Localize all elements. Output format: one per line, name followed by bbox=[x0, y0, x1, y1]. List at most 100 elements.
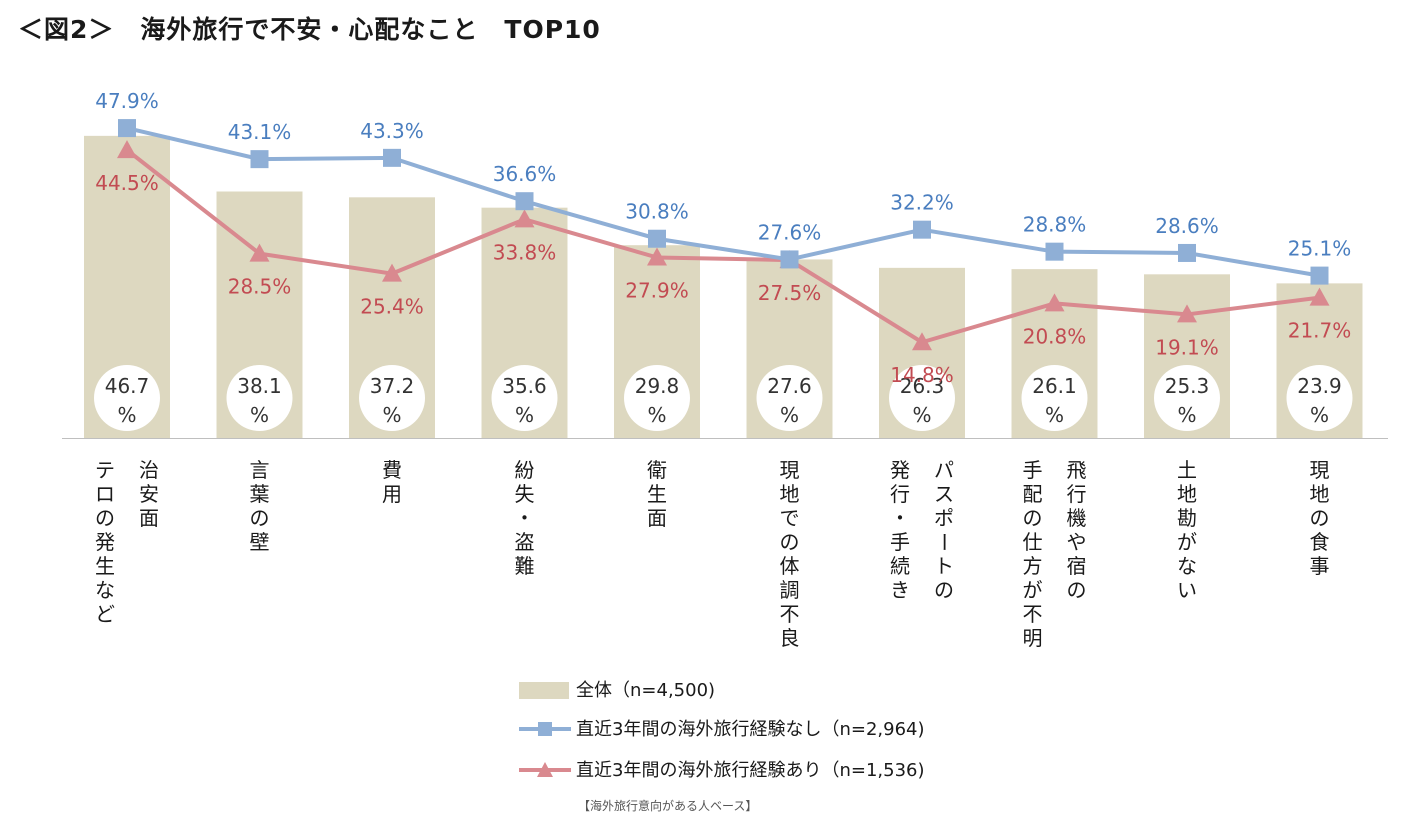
no-exp-value-label-1: 47.9% bbox=[95, 89, 159, 113]
no-exp-point-10 bbox=[1310, 266, 1329, 285]
no-exp-point-1 bbox=[118, 119, 136, 138]
no-exp-value-label-5: 30.8% bbox=[625, 200, 689, 224]
category-label-1-line-2-char-4: 発 bbox=[95, 530, 115, 554]
no-exp-value-label-8: 28.8% bbox=[1023, 213, 1087, 237]
bar-value-unit-2: % bbox=[250, 403, 269, 427]
bar-value-label-1: 46.7 bbox=[105, 374, 150, 398]
bar-value-unit-6: % bbox=[780, 403, 799, 427]
bar-value-circle-4 bbox=[491, 365, 558, 431]
legend-marker-no-exp bbox=[538, 722, 552, 736]
category-label-8-line-2-char-3: の bbox=[1023, 506, 1043, 530]
category-label-7-line-2-char-6: き bbox=[890, 578, 910, 602]
category-label-6-line-1-char-5: 体 bbox=[780, 554, 800, 578]
bar-value-label-6: 27.6 bbox=[767, 374, 812, 398]
category-label-9-line-1-char-2: 地 bbox=[1177, 482, 1197, 506]
category-label-8-line-1-char-4: や bbox=[1067, 530, 1087, 554]
exp-point-2 bbox=[249, 243, 270, 262]
exp-value-label-3: 25.4% bbox=[360, 295, 424, 319]
category-label-8-line-2-char-6: が bbox=[1023, 578, 1043, 602]
exp-value-label-5: 27.9% bbox=[625, 278, 689, 302]
category-label-1-line-1-char-3: 面 bbox=[139, 506, 159, 530]
exp-value-label-6: 27.5% bbox=[758, 281, 822, 305]
bar-value-unit-7: % bbox=[912, 403, 931, 427]
category-label-8-line-1-char-2: 行 bbox=[1067, 482, 1087, 506]
bar-value-label-5: 29.8 bbox=[635, 374, 680, 398]
category-label-7-line-1-char-6: の bbox=[934, 578, 954, 602]
exp-point-3 bbox=[382, 263, 402, 282]
bar-value-unit-10: % bbox=[1310, 403, 1329, 427]
category-label-5-line-1-char-1: 衛 bbox=[647, 458, 667, 482]
no-exp-value-label-3: 43.3% bbox=[360, 119, 424, 143]
category-label-3-line-1-char-1: 費 bbox=[382, 458, 402, 482]
category-label-1-line-1-char-1: 治 bbox=[139, 458, 159, 482]
exp-value-label-1: 44.5% bbox=[95, 171, 159, 195]
exp-point-7 bbox=[912, 332, 932, 351]
no-exp-point-4 bbox=[515, 192, 534, 211]
bar-value-label-7: 26.3 bbox=[900, 374, 945, 398]
legend-label-no-exp: 直近3年間の海外旅行経験なし（n=2,964) bbox=[576, 719, 925, 740]
point-labels-layer: 47.9% 43.1% 43.3% 36.6% 30.8% 27.6% 32.2% 28.8%… bbox=[95, 89, 1351, 387]
category-label-2-line-1-char-3: の bbox=[250, 506, 270, 530]
category-label-6-line-1-char-7: 不 bbox=[780, 602, 800, 626]
no-exp-point-3 bbox=[383, 148, 401, 167]
chart-title: ＜図2＞ 海外旅行で不安・心配なこと TOP10 bbox=[18, 15, 601, 44]
no-exp-point-6 bbox=[780, 250, 799, 269]
bar-value-unit-5: % bbox=[647, 403, 666, 427]
category-label-9-line-1-char-4: が bbox=[1177, 530, 1197, 554]
exp-point-9 bbox=[1177, 304, 1197, 323]
category-label-4-line-1-char-1: 紛 bbox=[515, 458, 535, 482]
category-label-7-line-1-char-5: ト bbox=[934, 554, 954, 578]
bar-value-unit-9: % bbox=[1177, 403, 1196, 427]
category-label-1-line-1-char-2: 安 bbox=[139, 482, 159, 506]
category-label-6-line-1-char-2: 地 bbox=[780, 482, 800, 506]
category-label-8-line-2-char-8: 明 bbox=[1023, 626, 1043, 650]
bar-value-circle-7 bbox=[889, 365, 955, 431]
bar-value-circle-6 bbox=[756, 365, 823, 431]
bar-value-circle-1 bbox=[94, 365, 160, 431]
no-exp-value-label-10: 25.1% bbox=[1288, 237, 1352, 261]
category-label-8-line-2-char-5: 方 bbox=[1023, 554, 1043, 578]
category-label-10-line-1-char-2: 地 bbox=[1310, 482, 1330, 506]
exp-value-label-4: 33.8% bbox=[493, 240, 557, 264]
legend-swatch-bar bbox=[519, 682, 569, 699]
no-exp-value-label-9: 28.6% bbox=[1155, 214, 1219, 238]
bar-value-circle-9 bbox=[1154, 365, 1220, 431]
category-label-1-line-2-char-2: ロ bbox=[95, 482, 115, 506]
category-label-2-line-1-char-2: 葉 bbox=[250, 482, 270, 506]
category-label-7-line-2-char-5: 続 bbox=[890, 554, 910, 578]
category-label-7-line-1-char-4: ー bbox=[932, 532, 956, 552]
exp-value-label-9: 19.1% bbox=[1155, 335, 1219, 359]
category-label-10-line-1-char-3: の bbox=[1310, 506, 1330, 530]
category-label-6-line-1-char-8: 良 bbox=[780, 626, 800, 650]
category-label-6-line-1-char-3: で bbox=[780, 506, 800, 530]
lines-layer bbox=[117, 119, 1330, 351]
category-label-7-line-2-char-2: 行 bbox=[890, 482, 910, 506]
exp-point-5 bbox=[647, 247, 667, 266]
category-label-4-line-1-char-2: 失 bbox=[515, 482, 535, 506]
no-exp-point-2 bbox=[250, 150, 269, 169]
category-label-7-line-2-char-4: 手 bbox=[890, 530, 910, 554]
category-label-10-line-1-char-1: 現 bbox=[1310, 458, 1330, 482]
legend-label-exp: 直近3年間の海外旅行経験あり（n=1,536) bbox=[576, 760, 925, 781]
exp-point-10 bbox=[1309, 287, 1330, 306]
no-exp-point-5 bbox=[648, 229, 666, 248]
category-label-8-line-2-char-1: 手 bbox=[1023, 458, 1043, 482]
bar-value-label-3: 37.2 bbox=[370, 374, 415, 398]
bar-value-circle-3 bbox=[359, 365, 425, 431]
bar-value-circle-2 bbox=[226, 365, 293, 431]
category-label-10-line-1-char-5: 事 bbox=[1310, 554, 1330, 578]
category-label-8-line-1-char-3: 機 bbox=[1067, 506, 1087, 530]
exp-point-1 bbox=[117, 140, 137, 159]
legend: 全体（n=4,500) 直近3年間の海外旅行経験なし（n=2,964) 直近3年間の… bbox=[519, 680, 925, 781]
bar-value-circle-8 bbox=[1021, 365, 1088, 431]
exp-value-label-2: 28.5% bbox=[228, 275, 292, 299]
category-label-7-line-2-char-1: 発 bbox=[890, 458, 910, 482]
bar-value-unit-1: % bbox=[117, 403, 136, 427]
category-label-5-line-1-char-2: 生 bbox=[647, 482, 667, 506]
bar-value-circles: 46.7% 38.1% 37.2% 35.6% 29.8% 27.6% 26.3% 26.1%… bbox=[94, 365, 1353, 431]
no-exp-point-7 bbox=[913, 220, 931, 239]
category-label-8-line-1-char-1: 飛 bbox=[1067, 458, 1087, 482]
category-label-1-line-2-char-6: な bbox=[95, 578, 115, 602]
category-label-1-line-2-char-5: 生 bbox=[95, 554, 115, 578]
